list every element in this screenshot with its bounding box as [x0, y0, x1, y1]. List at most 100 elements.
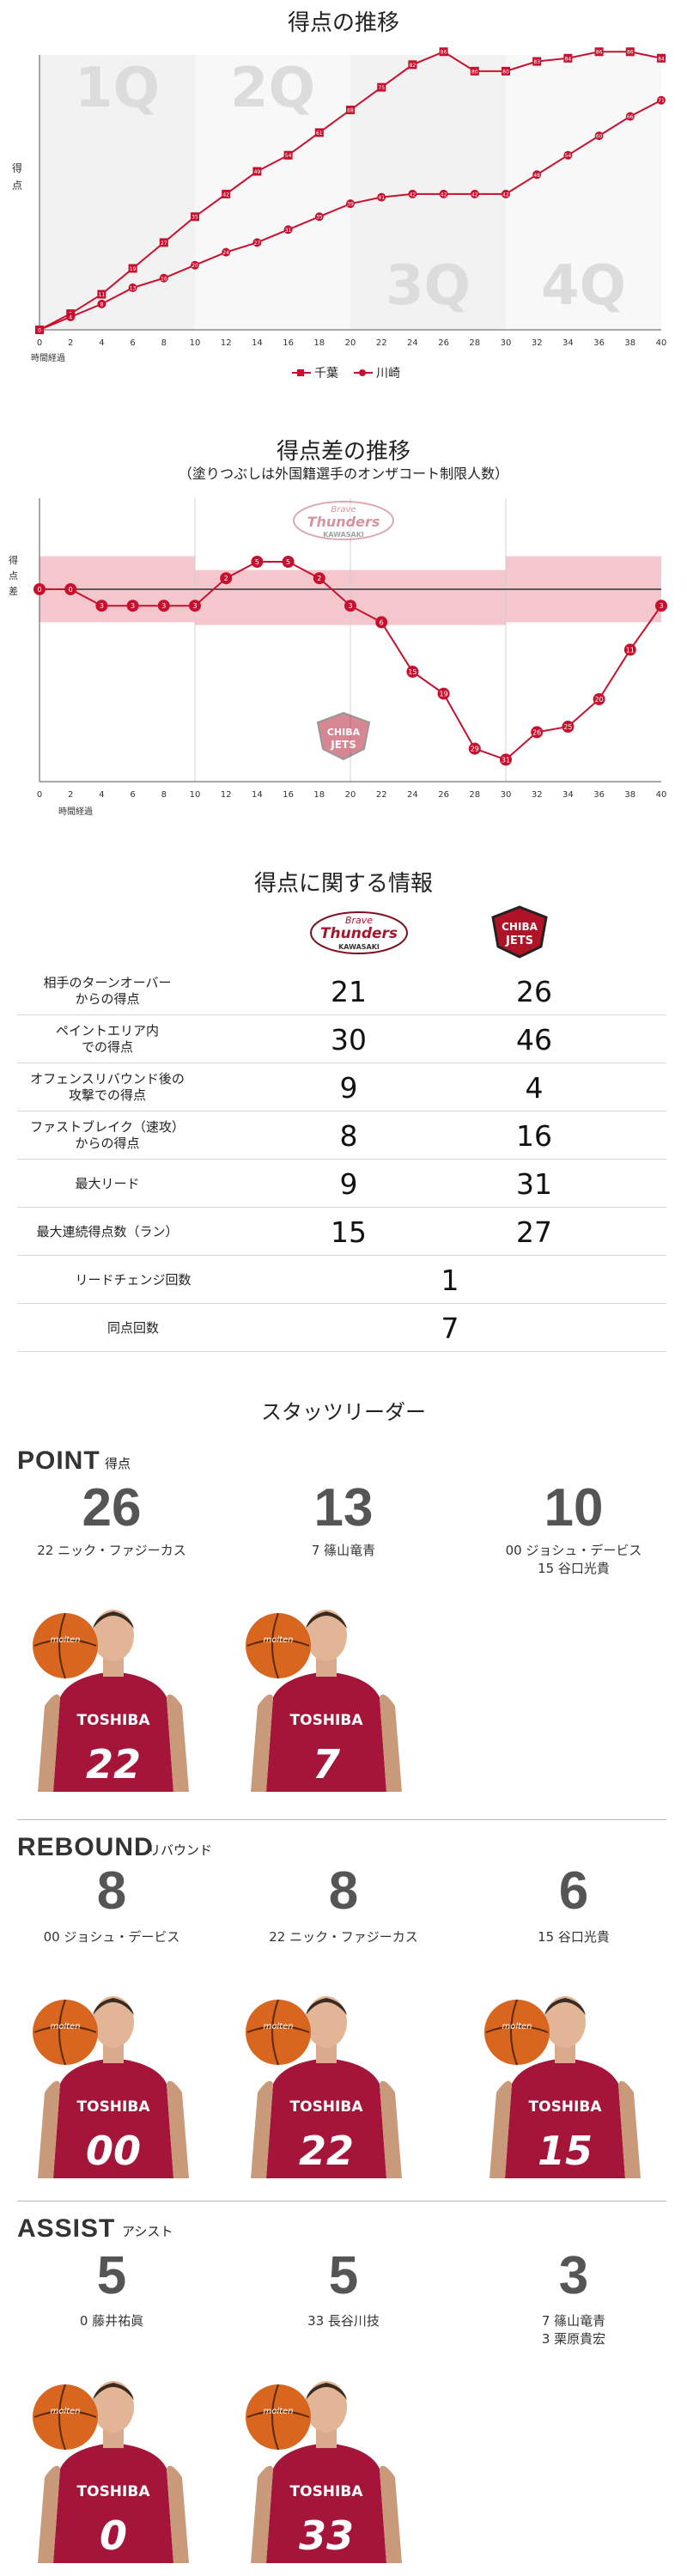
- svg-text:CHIBA: CHIBA: [327, 727, 361, 738]
- data-label: 84: [565, 56, 572, 62]
- data-label: 31: [285, 228, 292, 234]
- data-label: 0: [69, 586, 73, 594]
- x-tick-label: 30: [501, 790, 512, 800]
- ball-brand: molten: [502, 2022, 532, 2031]
- data-point: [625, 112, 635, 121]
- data-point: [189, 600, 201, 612]
- data-point: [468, 742, 481, 755]
- info-row-label: ファストブレイク（速攻） からの得点: [30, 1119, 185, 1151]
- leader-value: 3: [558, 2246, 589, 2305]
- data-point: [375, 616, 388, 629]
- data-point: [377, 192, 386, 202]
- data-point: [222, 247, 231, 257]
- data-point: [157, 600, 170, 612]
- ball-brand: molten: [263, 2022, 293, 2031]
- data-label: 20: [595, 696, 604, 703]
- x-tick-label: 16: [283, 338, 294, 348]
- data-label: 11: [99, 292, 106, 298]
- jersey-number: 33: [299, 2512, 354, 2559]
- data-label: 42: [502, 192, 509, 198]
- info-row-label: オフェンスリバウンド後の 攻撃での得点: [30, 1071, 185, 1103]
- x-tick-label: 26: [438, 338, 449, 348]
- player-photo: molten TOSHIBA 22: [19, 1586, 208, 1792]
- data-point: [500, 753, 512, 766]
- chiba-logo: CHIBA JETS: [489, 905, 550, 959]
- data-label: 3: [348, 602, 352, 610]
- data-point: [126, 600, 139, 612]
- leader-value: 8: [96, 1861, 127, 1921]
- data-label: 5: [286, 558, 290, 566]
- chiba-value: 4: [525, 1070, 544, 1105]
- data-point: [657, 53, 666, 63]
- data-label: 8: [100, 301, 103, 308]
- data-point: [66, 312, 76, 321]
- data-point: [377, 82, 386, 92]
- data-point: [220, 572, 233, 585]
- x-tick-label: 6: [130, 790, 135, 800]
- x-tick-label: 4: [99, 790, 104, 800]
- jersey-number: 22: [299, 2128, 354, 2174]
- info-row-label: 最大連続得点数（ラン）: [36, 1223, 179, 1239]
- leader-name: 15 谷口光貴: [538, 1929, 610, 1945]
- data-label: 19: [440, 691, 448, 698]
- data-label: 6: [380, 618, 384, 626]
- leader-name: 00 ジョシュ・デービス 15 谷口光貴: [505, 1543, 642, 1576]
- data-point: [439, 47, 448, 57]
- quarter-band: [506, 55, 661, 330]
- leader-value: 5: [96, 2246, 127, 2305]
- data-point: [97, 289, 106, 299]
- data-point: [406, 666, 419, 678]
- player-photo: molten TOSHIBA 0: [19, 2357, 208, 2563]
- point-heading: POINT: [17, 1446, 100, 1475]
- quarter-label: 3Q: [386, 254, 471, 318]
- kawasaki-logo: Brave Thunders KAWASAKI: [307, 909, 410, 957]
- x-tick-label: 6: [130, 338, 135, 348]
- data-point: [594, 47, 604, 57]
- data-point: [593, 693, 605, 705]
- data-label: 60: [596, 134, 603, 140]
- data-point: [313, 572, 325, 585]
- data-point: [252, 167, 262, 176]
- data-point: [251, 556, 264, 568]
- data-point: [159, 273, 168, 283]
- data-label: 86: [596, 50, 603, 56]
- legend-circle-marker: [359, 369, 366, 376]
- data-point: [502, 66, 510, 76]
- x-tick-label: 32: [532, 338, 543, 348]
- quarter-band: [195, 55, 350, 330]
- data-label: 16: [161, 276, 167, 282]
- jersey-number: 00: [86, 2128, 141, 2174]
- data-label: 41: [378, 195, 385, 201]
- data-label: 24: [222, 250, 229, 256]
- x-tick-label: 22: [376, 338, 387, 348]
- x-tick-label: 4: [99, 338, 104, 348]
- data-point: [470, 66, 479, 76]
- data-label: 29: [471, 746, 479, 753]
- info-title: 得点に関する情報: [253, 871, 433, 897]
- jersey-number: 22: [86, 1741, 141, 1787]
- info-row-label: ペイントエリア内 での得点: [55, 1023, 159, 1055]
- info-row: 最大連続得点数（ラン） 15 27: [17, 1208, 666, 1256]
- leader-value: 5: [328, 2246, 359, 2305]
- info-row: ペイントエリア内 での得点 30 46: [17, 1015, 666, 1063]
- x-tick-label: 18: [313, 338, 325, 348]
- data-label: 25: [563, 723, 572, 731]
- data-label: 35: [192, 215, 198, 221]
- chiba-value: 16: [516, 1118, 552, 1153]
- x-tick-label: 22: [376, 790, 387, 800]
- x-tick-label: 34: [562, 338, 574, 348]
- info-row-label: 相手のターンオーバー からの得点: [43, 975, 172, 1007]
- data-point: [128, 264, 137, 273]
- data-label: 13: [130, 286, 137, 292]
- ball-brand: molten: [263, 2407, 293, 2416]
- diff-progress-title: 得点差の推移: [276, 439, 410, 465]
- data-label: 20: [192, 263, 198, 269]
- data-label: 3: [192, 602, 197, 610]
- leader-value: 8: [328, 1861, 359, 1921]
- quarter-label: 4Q: [541, 254, 626, 318]
- info-row-label: 最大リード: [75, 1175, 140, 1191]
- ball-brand: molten: [50, 2407, 80, 2416]
- data-label: 54: [285, 153, 292, 159]
